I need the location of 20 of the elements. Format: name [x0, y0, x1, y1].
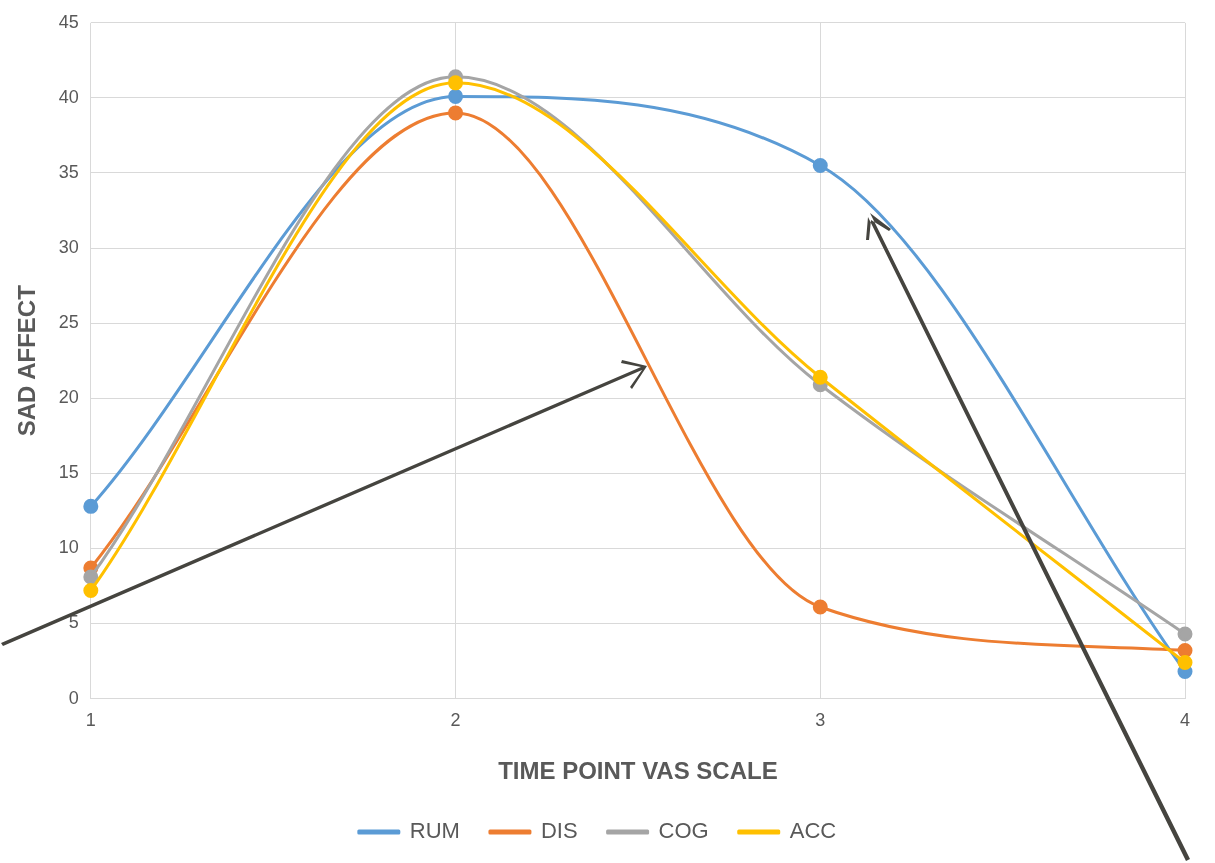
y-tick-label: 20	[58, 387, 79, 408]
y-tick-label: 40	[58, 86, 79, 107]
y-tick-label: 30	[58, 237, 79, 258]
legend-label: ACC	[789, 818, 837, 844]
x-tick-label: 1	[85, 710, 96, 731]
y-axis-title: SAD AFFECT	[13, 284, 41, 437]
x-axis-title: TIME POINT VAS SCALE	[498, 757, 778, 785]
y-tick-label: 25	[58, 312, 79, 333]
x-tick-label: 4	[1179, 710, 1191, 731]
legend-label: DIS	[540, 818, 578, 844]
y-tick-label: 10	[58, 537, 79, 558]
legend-label: RUM	[409, 818, 460, 844]
y-tick-label: 35	[58, 161, 79, 182]
y-tick-label: 15	[58, 462, 79, 483]
x-tick-label: 3	[815, 710, 826, 731]
y-tick-label: 0	[68, 687, 79, 708]
y-tick-label: 5	[68, 612, 79, 633]
x-tick-label: 2	[450, 710, 461, 731]
y-tick-label: 45	[58, 11, 79, 32]
legend-label: COG	[658, 818, 709, 844]
